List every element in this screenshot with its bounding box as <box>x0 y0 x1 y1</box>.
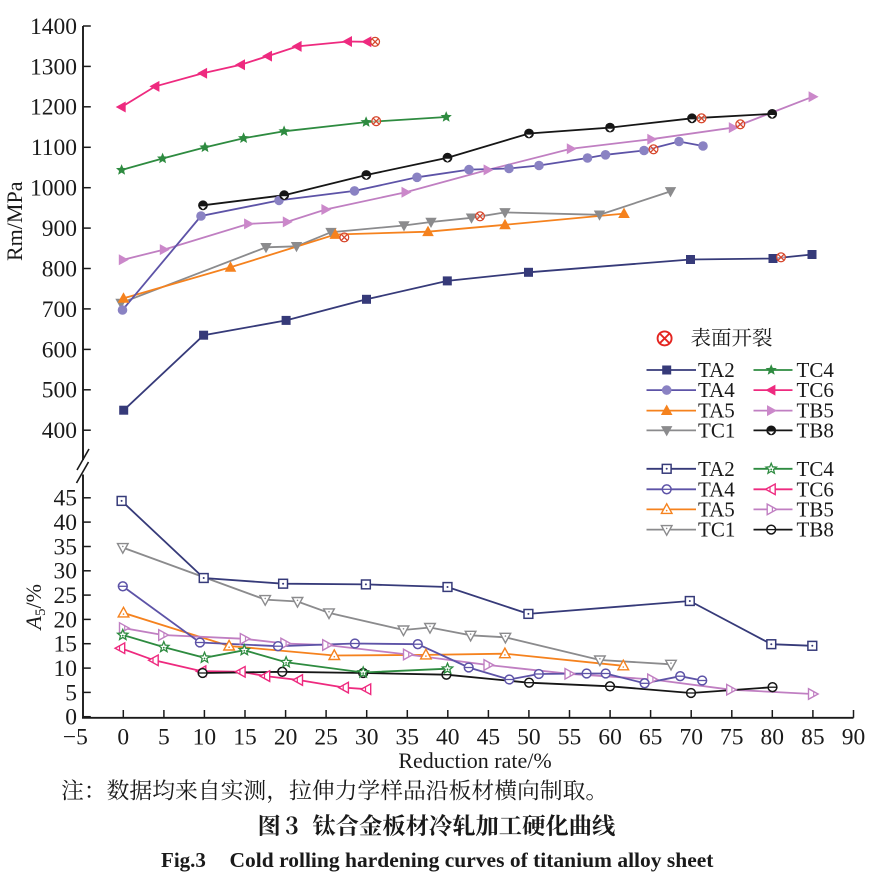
svg-text:20: 20 <box>54 607 78 633</box>
svg-text:10: 10 <box>54 656 78 682</box>
svg-text:1100: 1100 <box>31 135 77 161</box>
svg-text:TC4: TC4 <box>797 457 835 481</box>
svg-text:700: 700 <box>42 297 77 323</box>
svg-text:30: 30 <box>355 725 379 751</box>
svg-text:A5/%: A5/% <box>21 584 49 631</box>
svg-text:40: 40 <box>54 510 78 536</box>
svg-text:50: 50 <box>517 725 541 751</box>
svg-text:70: 70 <box>679 725 703 751</box>
svg-text:60: 60 <box>598 725 622 751</box>
svg-text:TB5: TB5 <box>797 497 834 521</box>
svg-text:55: 55 <box>558 725 582 751</box>
svg-text:15: 15 <box>233 725 257 751</box>
svg-text:80: 80 <box>761 725 785 751</box>
svg-text:1400: 1400 <box>30 14 77 40</box>
svg-text:15: 15 <box>54 632 78 658</box>
svg-text:25: 25 <box>54 583 78 609</box>
svg-text:TA5: TA5 <box>698 399 735 423</box>
svg-text:90: 90 <box>842 725 866 751</box>
svg-text:20: 20 <box>274 725 298 751</box>
svg-text:TA2: TA2 <box>698 358 735 382</box>
svg-text:TA4: TA4 <box>698 378 735 402</box>
svg-text:TC6: TC6 <box>797 477 834 501</box>
svg-text:TC6: TC6 <box>797 378 834 402</box>
svg-text:45: 45 <box>54 486 78 512</box>
svg-text:35: 35 <box>396 725 420 751</box>
svg-text:35: 35 <box>54 534 78 560</box>
svg-text:500: 500 <box>42 378 77 404</box>
svg-text:Reduction rate/%: Reduction rate/% <box>398 748 551 773</box>
svg-text:TC1: TC1 <box>698 418 735 442</box>
svg-text:TA4: TA4 <box>698 477 735 501</box>
svg-text:TB5: TB5 <box>797 399 834 423</box>
svg-text:TA2: TA2 <box>698 457 735 481</box>
svg-text:TA5: TA5 <box>698 497 735 521</box>
svg-text:40: 40 <box>436 725 460 751</box>
svg-text:1200: 1200 <box>30 95 77 121</box>
svg-text:0: 0 <box>65 705 77 731</box>
svg-text:85: 85 <box>801 725 825 751</box>
svg-text:10: 10 <box>193 725 217 751</box>
svg-text:TB8: TB8 <box>797 418 834 442</box>
svg-text:900: 900 <box>42 216 77 242</box>
svg-text:TC4: TC4 <box>797 358 835 382</box>
svg-text:−5: −5 <box>63 725 88 751</box>
svg-text:75: 75 <box>720 725 744 751</box>
svg-text:1000: 1000 <box>30 176 77 202</box>
svg-text:45: 45 <box>477 725 501 751</box>
svg-text:65: 65 <box>639 725 663 751</box>
svg-text:1300: 1300 <box>30 54 77 80</box>
svg-text:5: 5 <box>65 680 77 706</box>
svg-text:Cold rolling hardening curves: Cold rolling hardening curves of titaniu… <box>230 848 715 872</box>
svg-text:5: 5 <box>158 725 170 751</box>
svg-text:0: 0 <box>117 725 129 751</box>
svg-text:Fig.3: Fig.3 <box>161 848 206 872</box>
svg-text:Rm/MPa: Rm/MPa <box>2 181 27 261</box>
svg-text:400: 400 <box>42 418 77 444</box>
svg-text:600: 600 <box>42 337 77 363</box>
svg-text:TC1: TC1 <box>698 518 735 542</box>
svg-text:30: 30 <box>54 559 78 585</box>
svg-text:TB8: TB8 <box>797 518 834 542</box>
svg-text:25: 25 <box>314 725 338 751</box>
svg-text:800: 800 <box>42 256 77 282</box>
